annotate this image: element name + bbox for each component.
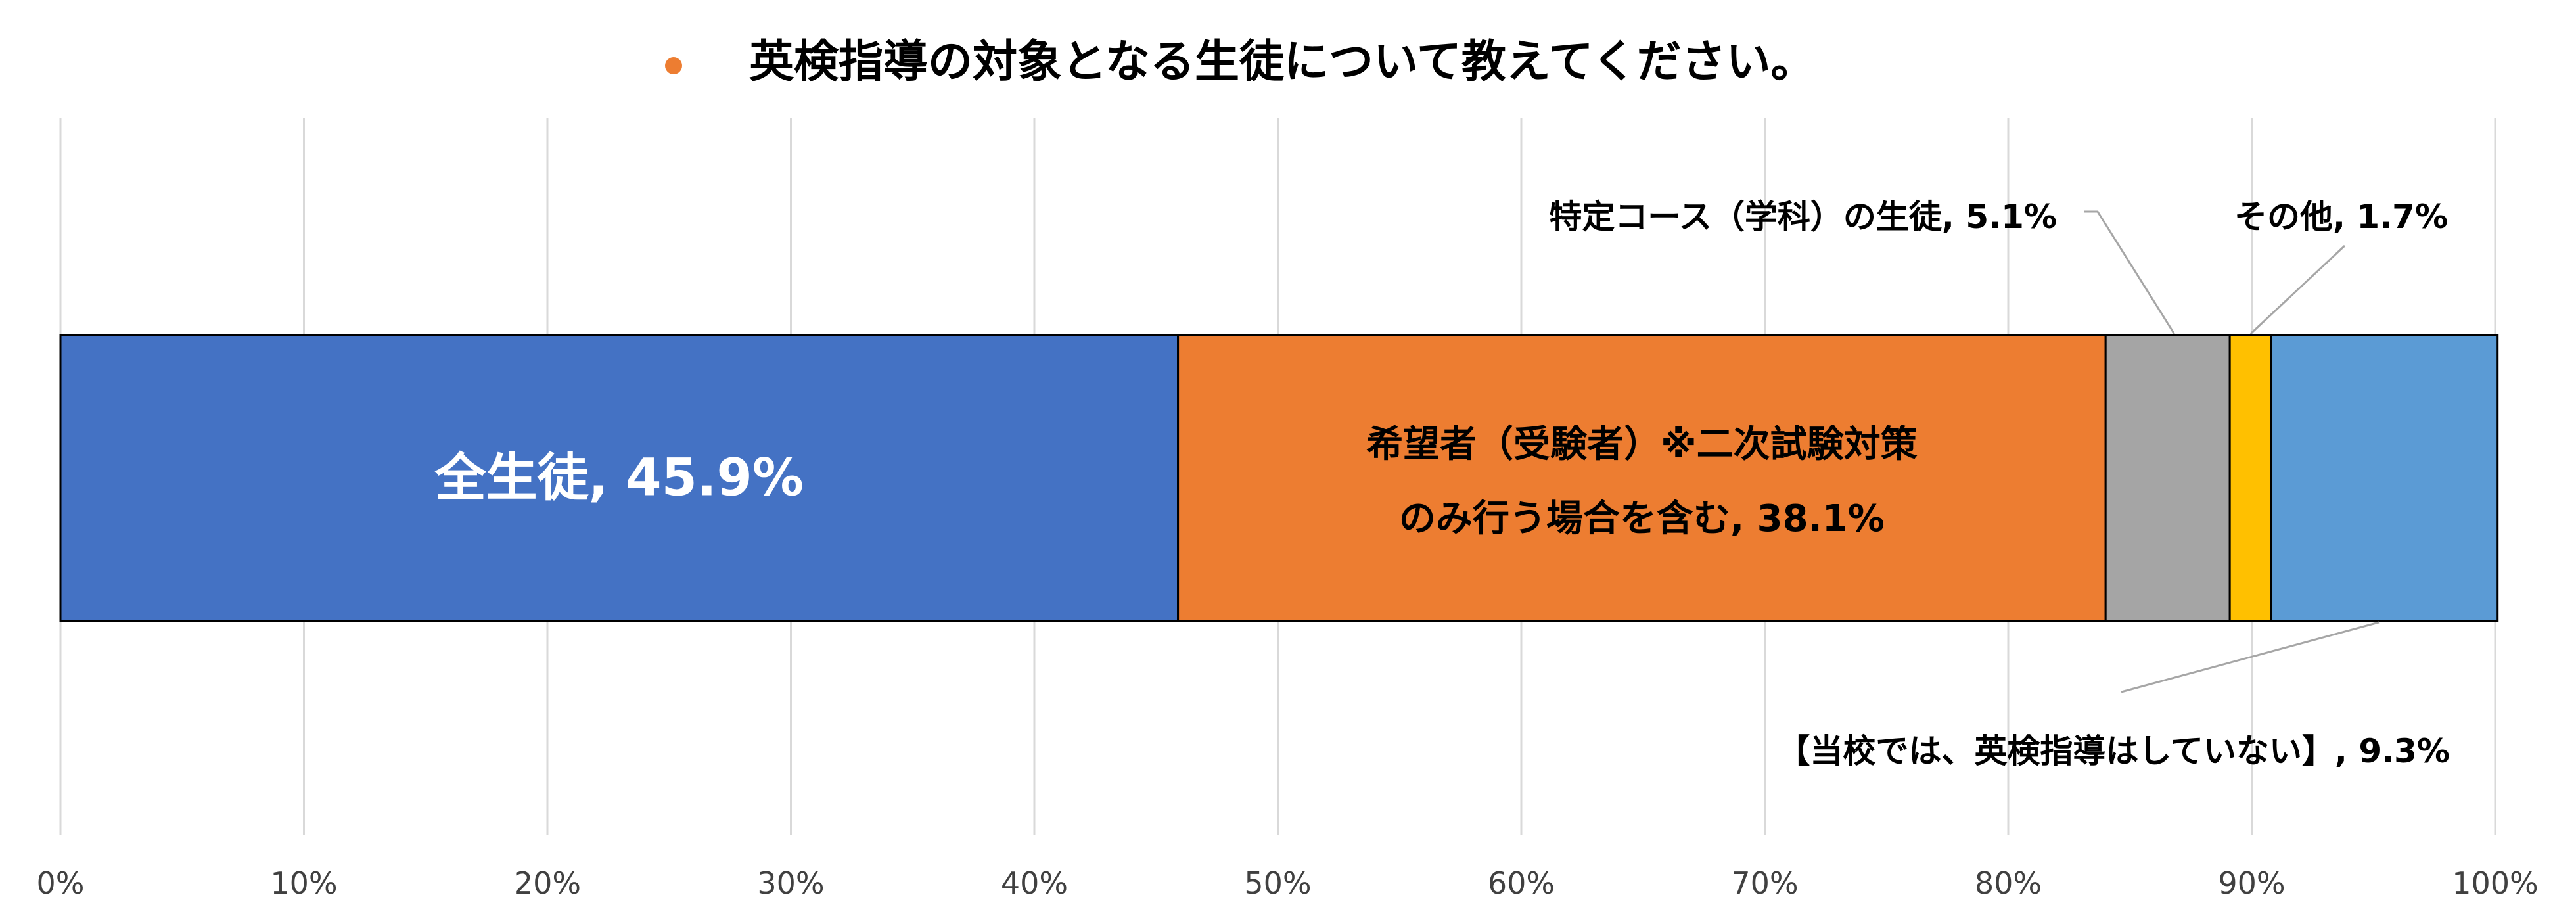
stacked-bar bbox=[59, 334, 2499, 622]
data-label: のみ行う場合を含む, 38.1% bbox=[1399, 497, 1885, 540]
data-label: 【当校では、英検指導はしていない】, 9.3% bbox=[1777, 732, 2450, 770]
bar-segment bbox=[59, 334, 1180, 622]
data-label: 特定コース（学科）の生徒, 5.1% bbox=[1549, 198, 2057, 236]
data-label: その他, 1.7% bbox=[2234, 198, 2448, 236]
leader-lines bbox=[2084, 210, 2380, 693]
data-label: 全生徒, 45.9% bbox=[434, 449, 804, 508]
x-tick-label: 0% bbox=[37, 865, 85, 901]
bar-segment bbox=[2228, 334, 2272, 622]
chart-title: 英検指導の対象となる生徒について教えてください。 bbox=[749, 36, 1815, 88]
leader-line bbox=[2121, 621, 2380, 693]
x-tick-label: 70% bbox=[1731, 865, 1798, 901]
x-tick-label: 60% bbox=[1488, 865, 1555, 901]
x-tick-label: 80% bbox=[1975, 865, 2042, 901]
x-tick-label: 50% bbox=[1244, 865, 1311, 901]
x-axis-ticks: 0% 10% 20% 30% 40% 50% 60% 70% 80% 90% 100% bbox=[37, 865, 2539, 901]
x-tick-label: 20% bbox=[514, 865, 581, 901]
x-tick-label: 10% bbox=[270, 865, 337, 901]
bar-segment bbox=[2270, 334, 2499, 622]
x-tick-label: 40% bbox=[1001, 865, 1068, 901]
leader-line bbox=[2084, 210, 2175, 334]
data-label: 希望者（受験者）※二次試験対策 bbox=[1366, 423, 1917, 466]
legend-marker bbox=[665, 57, 682, 74]
x-tick-label: 100% bbox=[2452, 865, 2539, 901]
x-tick-label: 30% bbox=[757, 865, 824, 901]
bar-segment bbox=[2104, 334, 2231, 622]
leader-line bbox=[2249, 244, 2346, 335]
chart-title-group: 英検指導の対象となる生徒について教えてください。 bbox=[665, 36, 1815, 88]
x-tick-label: 90% bbox=[2218, 865, 2285, 901]
bar-segment bbox=[1177, 334, 2107, 622]
